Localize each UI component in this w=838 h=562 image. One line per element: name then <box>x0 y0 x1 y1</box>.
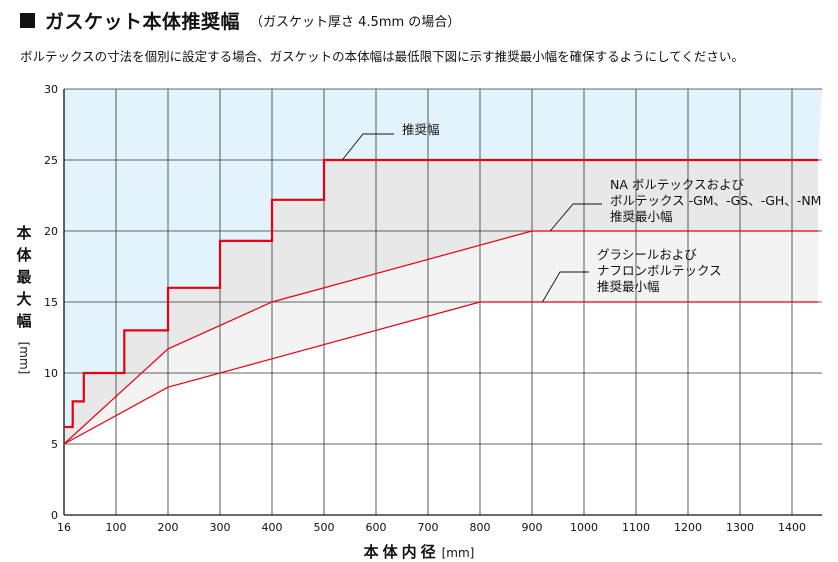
x-tick-label: 200 <box>158 521 179 534</box>
x-tick-label: 800 <box>470 521 491 534</box>
annotation-leader <box>549 203 602 232</box>
title-square-icon <box>20 12 35 28</box>
na-band <box>64 231 818 444</box>
chart-subtitle: （ガスケット厚さ 4.5mm の場合） <box>250 14 461 30</box>
annotation-text: 推奨最小幅 <box>610 209 673 224</box>
x-tick-label: 700 <box>418 521 439 534</box>
y-tick-label: 30 <box>44 83 58 96</box>
y-tick-label: 25 <box>44 154 58 167</box>
series-line-glaseal <box>63 301 818 445</box>
chart-title: ガスケット本体推奨幅 <box>45 10 241 33</box>
annotation-text: ボルテックス -GM、-GS、-GH、-NM <box>610 193 821 208</box>
x-tick-label: 1300 <box>726 521 754 534</box>
x-tick-label: 300 <box>210 521 231 534</box>
annotation-text: グラシールおよび <box>597 247 697 262</box>
upper-region <box>64 89 822 427</box>
y-tick-label: 5 <box>51 438 58 451</box>
x-tick-label: 500 <box>314 521 335 534</box>
x-tick-label: 400 <box>262 521 283 534</box>
title-row: ガスケット本体推奨幅 （ガスケット厚さ 4.5mm の場合） <box>20 8 461 33</box>
y-tick-label: 10 <box>44 367 58 380</box>
x-tick-label: 900 <box>522 521 543 534</box>
x-tick-label: 1100 <box>622 521 650 534</box>
x-axis-label-row: 本体内径 [mm] <box>0 541 838 562</box>
annotation-text: 推奨最小幅 <box>597 279 660 294</box>
x-tick-label: 600 <box>366 521 387 534</box>
y-axis-label: 本体最大幅 <box>16 224 32 330</box>
x-tick-label: 100 <box>106 521 127 534</box>
x-axis-unit: [mm] <box>441 546 475 560</box>
series-line-recommended <box>64 158 818 429</box>
x-tick-label: 1400 <box>778 521 806 534</box>
annotation-text: 推奨幅 <box>402 122 440 137</box>
annotation-text: NA ボルテックスおよび <box>610 177 745 192</box>
x-tick-label: 16 <box>57 521 71 534</box>
annotation-leader <box>542 271 589 303</box>
x-tick-label: 1000 <box>570 521 598 534</box>
annotation-leader <box>341 133 394 161</box>
y-axis-unit: [mm] <box>17 341 31 375</box>
x-tick-label: 1200 <box>674 521 702 534</box>
series-line-na-vortex <box>63 230 818 445</box>
description: ボルテックスの寸法を個別に設定する場合、ガスケットの本体幅は最低限下図に示す推奨… <box>20 49 744 64</box>
annotation-text: ナフロンボルテックス <box>597 263 722 278</box>
y-tick-label: 0 <box>51 509 58 522</box>
x-axis-label: 本体内径 <box>363 543 440 561</box>
y-tick-label: 15 <box>44 296 58 309</box>
y-tick-label: 20 <box>44 225 58 238</box>
